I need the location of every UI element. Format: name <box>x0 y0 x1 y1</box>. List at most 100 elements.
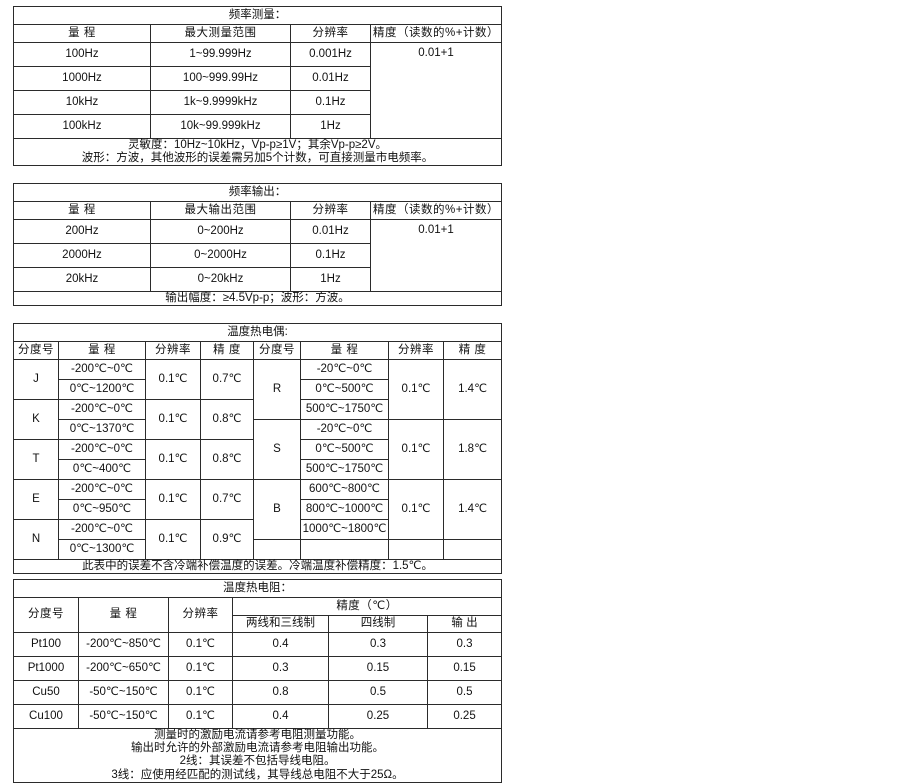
cell-empty <box>442 539 503 560</box>
cell-range: -200℃~0℃ <box>58 439 146 460</box>
col-header-type-left: 分度号 <box>13 341 59 360</box>
cell-range: -200℃~0℃ <box>58 359 146 380</box>
cell-output: 0.25 <box>426 704 503 729</box>
cell-resolution: 0.1Hz <box>290 243 371 268</box>
cell-type: Cu100 <box>13 704 79 729</box>
cell-accuracy: 0.8℃ <box>200 399 254 440</box>
cell-type: Pt1000 <box>13 656 79 681</box>
frequency-output-table: 频率输出： 量 程 最大输出范围 分辨率 精度（读数的%+计数） 200Hz 0… <box>13 183 502 307</box>
thermocouple-block: 温度热电偶: 分度号 量 程 分辨率 精 度 分度号 量 程 分辨率 精 度 J… <box>12 323 503 575</box>
cell-two-three-wire: 0.4 <box>232 704 329 729</box>
table-footnote-row: 输出幅度：≥4.5Vp-p；波形：方波。 <box>13 290 502 307</box>
cell-accuracy: 1.4℃ <box>442 359 503 420</box>
cell-resolution: 0.1℃ <box>168 704 233 729</box>
cell-range: 2000Hz <box>13 243 151 268</box>
cell-type: N <box>13 519 59 560</box>
rtd-table: 温度热电阻： 分度号 量 程 分辨率 精度（℃） 两线和三线制 四线制 输 出 … <box>12 579 503 783</box>
cell-empty <box>300 539 389 560</box>
footnote-line: 灵敏度：10Hz~10kHz，Vp-p≥1V；其余Vp-p≥2V。 <box>128 139 387 151</box>
cell-resolution: 0.1℃ <box>145 519 201 560</box>
cell-range: 0℃~1370℃ <box>58 419 146 440</box>
footnote-line: 3线：应使用经匹配的测试线，其导线总电阻不大于25Ω。 <box>111 768 404 781</box>
cell-span: 100~999.99Hz <box>150 66 291 91</box>
cell-range: -50℃~150℃ <box>78 704 169 729</box>
cell-range: 500℃~1750℃ <box>300 399 389 420</box>
cell-range: -50℃~150℃ <box>78 680 169 705</box>
cell-accuracy: 0.01+1 <box>370 42 502 139</box>
cell-range: 100Hz <box>13 42 151 67</box>
cell-type: J <box>13 359 59 400</box>
cell-resolution: 1Hz <box>290 267 371 292</box>
col-header-accuracy-right: 精 度 <box>442 341 503 360</box>
cell-two-three-wire: 0.8 <box>232 680 329 705</box>
footnote-line: 此表中的误差不含冷端补偿温度的误差。冷端温度补偿精度：1.5℃。 <box>82 560 433 572</box>
table-footnote-row: 灵敏度：10Hz~10kHz，Vp-p≥1V；其余Vp-p≥2V。 波形：方波，… <box>13 137 502 167</box>
cell-range: -20℃~0℃ <box>300 419 389 440</box>
footnote-cell: 输出幅度：≥4.5Vp-p；波形：方波。 <box>13 290 502 307</box>
cell-four-wire: 0.3 <box>328 632 428 657</box>
cell-span: 0~20kHz <box>150 267 291 292</box>
table-footnote-row: 此表中的误差不含冷端补偿温度的误差。冷端温度补偿精度：1.5℃。 <box>12 558 503 575</box>
thermocouple-table: 温度热电偶: 分度号 量 程 分辨率 精 度 分度号 量 程 分辨率 精 度 J… <box>12 323 503 575</box>
cell-four-wire: 0.25 <box>328 704 428 729</box>
cell-type: R <box>253 359 301 420</box>
cell-type: E <box>13 479 59 520</box>
cell-empty <box>253 539 301 560</box>
table-caption-row: 频率输出： <box>13 183 502 202</box>
table-row: J -200℃~0℃ 0.1℃ 0.7℃ R -20℃~0℃ 0.1℃ 1.4℃ <box>13 359 503 420</box>
table-row: 0℃~1370℃ S -20℃~0℃ 0.1℃ 1.8℃ <box>14 419 503 480</box>
cell-range: 0℃~500℃ <box>300 379 389 400</box>
cell-range: 0℃~400℃ <box>58 459 146 480</box>
table-caption-row: 频率测量： <box>13 6 502 25</box>
cell-range: 0℃~1300℃ <box>58 539 146 560</box>
frequency-measurement-block: 频率测量： 量 程 最大测量范围 分辨率 精度（读数的%+计数） 100Hz 1… <box>13 6 502 167</box>
cell-resolution: 0.1℃ <box>145 439 201 480</box>
cell-accuracy: 0.7℃ <box>200 479 254 520</box>
cell-range: -200℃~0℃ <box>58 399 146 420</box>
cell-range: 20kHz <box>13 267 151 292</box>
cell-range: 0℃~950℃ <box>58 499 146 520</box>
col-header-resolution: 分辨率 <box>290 201 371 220</box>
cell-resolution: 0.01Hz <box>290 66 371 91</box>
cell-empty <box>388 539 444 560</box>
cell-range: 0℃~1200℃ <box>58 379 146 400</box>
cell-resolution: 0.1℃ <box>145 479 201 520</box>
cell-resolution: 1Hz <box>290 114 371 139</box>
col-header-range: 量 程 <box>13 201 151 220</box>
cell-output: 0.3 <box>426 632 503 657</box>
cell-four-wire: 0.5 <box>328 680 428 705</box>
cell-resolution: 0.1℃ <box>388 419 444 480</box>
col-header-resolution: 分辨率 <box>290 24 371 43</box>
table-header-row: 分度号 量 程 分辨率 精度（℃） <box>13 597 503 633</box>
col-header-resolution: 分辨率 <box>168 597 233 633</box>
cell-two-three-wire: 0.4 <box>232 632 329 657</box>
col-header-accuracy: 精度（读数的%+计数） <box>370 24 502 43</box>
table-caption-row: 温度热电偶: <box>12 323 503 342</box>
cell-range: -200℃~650℃ <box>78 656 169 681</box>
cell-resolution: 0.1℃ <box>168 632 233 657</box>
cell-range: -20℃~0℃ <box>300 359 389 380</box>
footnote-cell: 测量时的激励电流请参考电阻测量功能。 输出时允许的外部激励电流请参考电阻输出功能… <box>12 728 503 783</box>
cell-type: K <box>13 399 59 440</box>
table-subheader-row: 两线和三线制 四线制 输 出 <box>14 615 503 633</box>
cell-range: -200℃~0℃ <box>58 519 146 540</box>
cell-type: Cu50 <box>13 680 79 705</box>
cell-resolution: 0.1℃ <box>145 399 201 440</box>
frequency-output-block: 频率输出： 量 程 最大输出范围 分辨率 精度（读数的%+计数） 200Hz 0… <box>13 183 502 307</box>
col-header-two-three-wire: 两线和三线制 <box>232 615 329 633</box>
col-header-type-right: 分度号 <box>253 341 301 360</box>
table-row: 200Hz 0~200Hz 0.01Hz 0.01+1 <box>13 219 502 292</box>
col-header-range-right: 量 程 <box>300 341 389 360</box>
cell-span: 0~2000Hz <box>150 243 291 268</box>
table-row: Cu100 -50℃~150℃ 0.1℃ 0.4 0.25 0.25 <box>13 704 503 729</box>
cell-two-three-wire: 0.3 <box>232 656 329 681</box>
col-header-accuracy-left: 精 度 <box>200 341 254 360</box>
cell-range: 1000℃~1800℃ <box>300 519 389 540</box>
col-header-type: 分度号 <box>13 597 79 633</box>
footnote-line: 输出幅度：≥4.5Vp-p；波形：方波。 <box>165 292 350 304</box>
cell-output: 0.15 <box>426 656 503 681</box>
col-header-four-wire: 四线制 <box>328 615 428 633</box>
table-row: 100Hz 1~99.999Hz 0.001Hz 0.01+1 <box>13 42 502 139</box>
footnote-cell: 灵敏度：10Hz~10kHz，Vp-p≥1V；其余Vp-p≥2V。 波形：方波，… <box>13 137 502 167</box>
cell-range: -200℃~850℃ <box>78 632 169 657</box>
